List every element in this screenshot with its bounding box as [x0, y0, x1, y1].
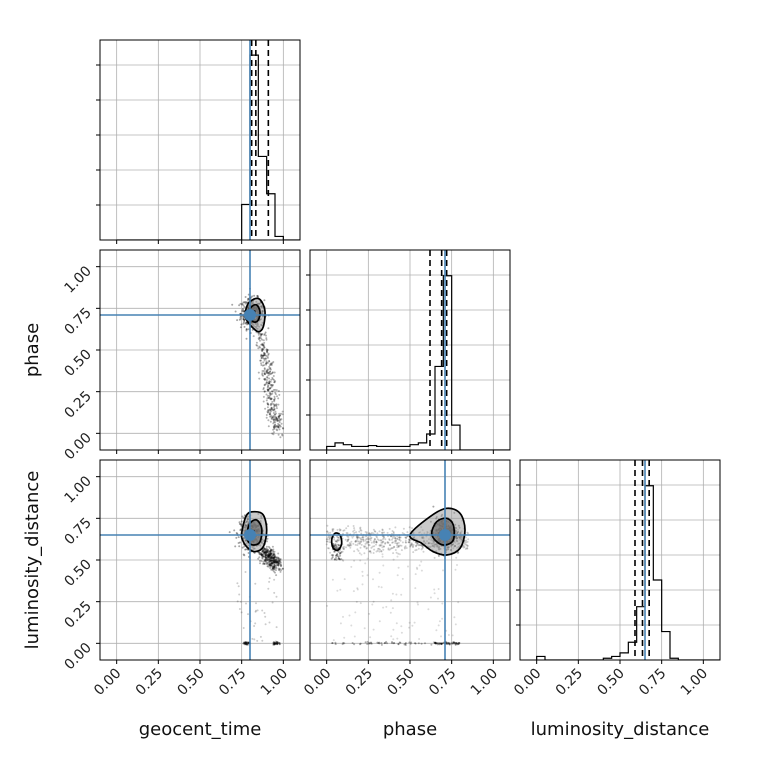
panel-geocent_time-vs-luminosity_distance	[96, 459, 301, 664]
y-tick-label: 0.50	[61, 557, 94, 590]
x-axis-label-geocent_time: geocent_time	[139, 719, 262, 740]
x-tick-label: 0.25	[343, 666, 376, 699]
panel-phase-vs-luminosity_distance	[309, 459, 511, 664]
contour-level-2	[430, 517, 456, 546]
hist-panel-phase-plot-area	[310, 250, 510, 450]
x-axis-label-phase: phase	[383, 719, 437, 740]
histogram-phase	[326, 275, 510, 450]
y-axis-label-phase: phase	[22, 323, 43, 377]
y-tick-label: 0.00	[61, 430, 94, 463]
x-tick-label: 0.75	[426, 666, 459, 699]
contour-island	[330, 532, 343, 552]
x-tick-label: 1.00	[468, 666, 501, 699]
y-tick-label: 0.25	[61, 388, 94, 421]
x-tick-label: 0.00	[511, 666, 544, 699]
truth-marker	[244, 529, 256, 541]
panel-geocent_time-vs-phase	[96, 249, 301, 454]
x-tick-label: 0.00	[91, 666, 124, 699]
x-axis-label-luminosity_distance: luminosity_distance	[531, 719, 710, 740]
hist-panel-luminosity_distance-plot-area	[520, 460, 720, 660]
x-tick-label: 0.00	[301, 666, 334, 699]
y-tick-label: 1.00	[61, 473, 94, 506]
x-tick-label: 0.25	[133, 666, 166, 699]
hist-panel-geocent_time	[96, 39, 301, 244]
x-tick-label: 1.00	[258, 666, 291, 699]
y-tick-label: 1.00	[61, 263, 94, 296]
panel-phase-vs-luminosity_distance-plot-area	[310, 460, 510, 660]
x-tick-label: 0.75	[636, 666, 669, 699]
panel-geocent_time-vs-luminosity_distance-plot-area	[100, 460, 300, 660]
panel-geocent_time-vs-phase-plot-area	[100, 250, 300, 450]
x-tick-label: 1.00	[678, 666, 711, 699]
hist-panel-phase	[306, 249, 511, 454]
y-tick-label: 0.75	[61, 515, 94, 548]
x-tick-label: 0.50	[174, 666, 207, 699]
y-tick-label: 0.25	[61, 598, 94, 631]
x-tick-label: 0.50	[594, 666, 627, 699]
x-tick-label: 0.25	[553, 666, 586, 699]
truth-marker	[439, 529, 451, 541]
x-tick-label: 0.75	[216, 666, 249, 699]
y-tick-label: 0.50	[61, 347, 94, 380]
y-axis-label-luminosity_distance: luminosity_distance	[22, 471, 43, 650]
x-tick-label: 0.50	[384, 666, 417, 699]
contour-level-1	[409, 507, 466, 556]
y-tick-label: 0.75	[61, 305, 94, 338]
hist-panel-geocent_time-plot-area	[100, 40, 300, 240]
truth-marker	[244, 309, 256, 321]
hist-panel-luminosity_distance	[516, 459, 721, 664]
histogram-geocent_time	[116, 54, 300, 240]
histogram-luminosity_distance	[536, 485, 720, 660]
contour-level-2	[247, 303, 261, 323]
y-tick-label: 0.00	[61, 640, 94, 673]
contour-level-1	[244, 297, 266, 333]
